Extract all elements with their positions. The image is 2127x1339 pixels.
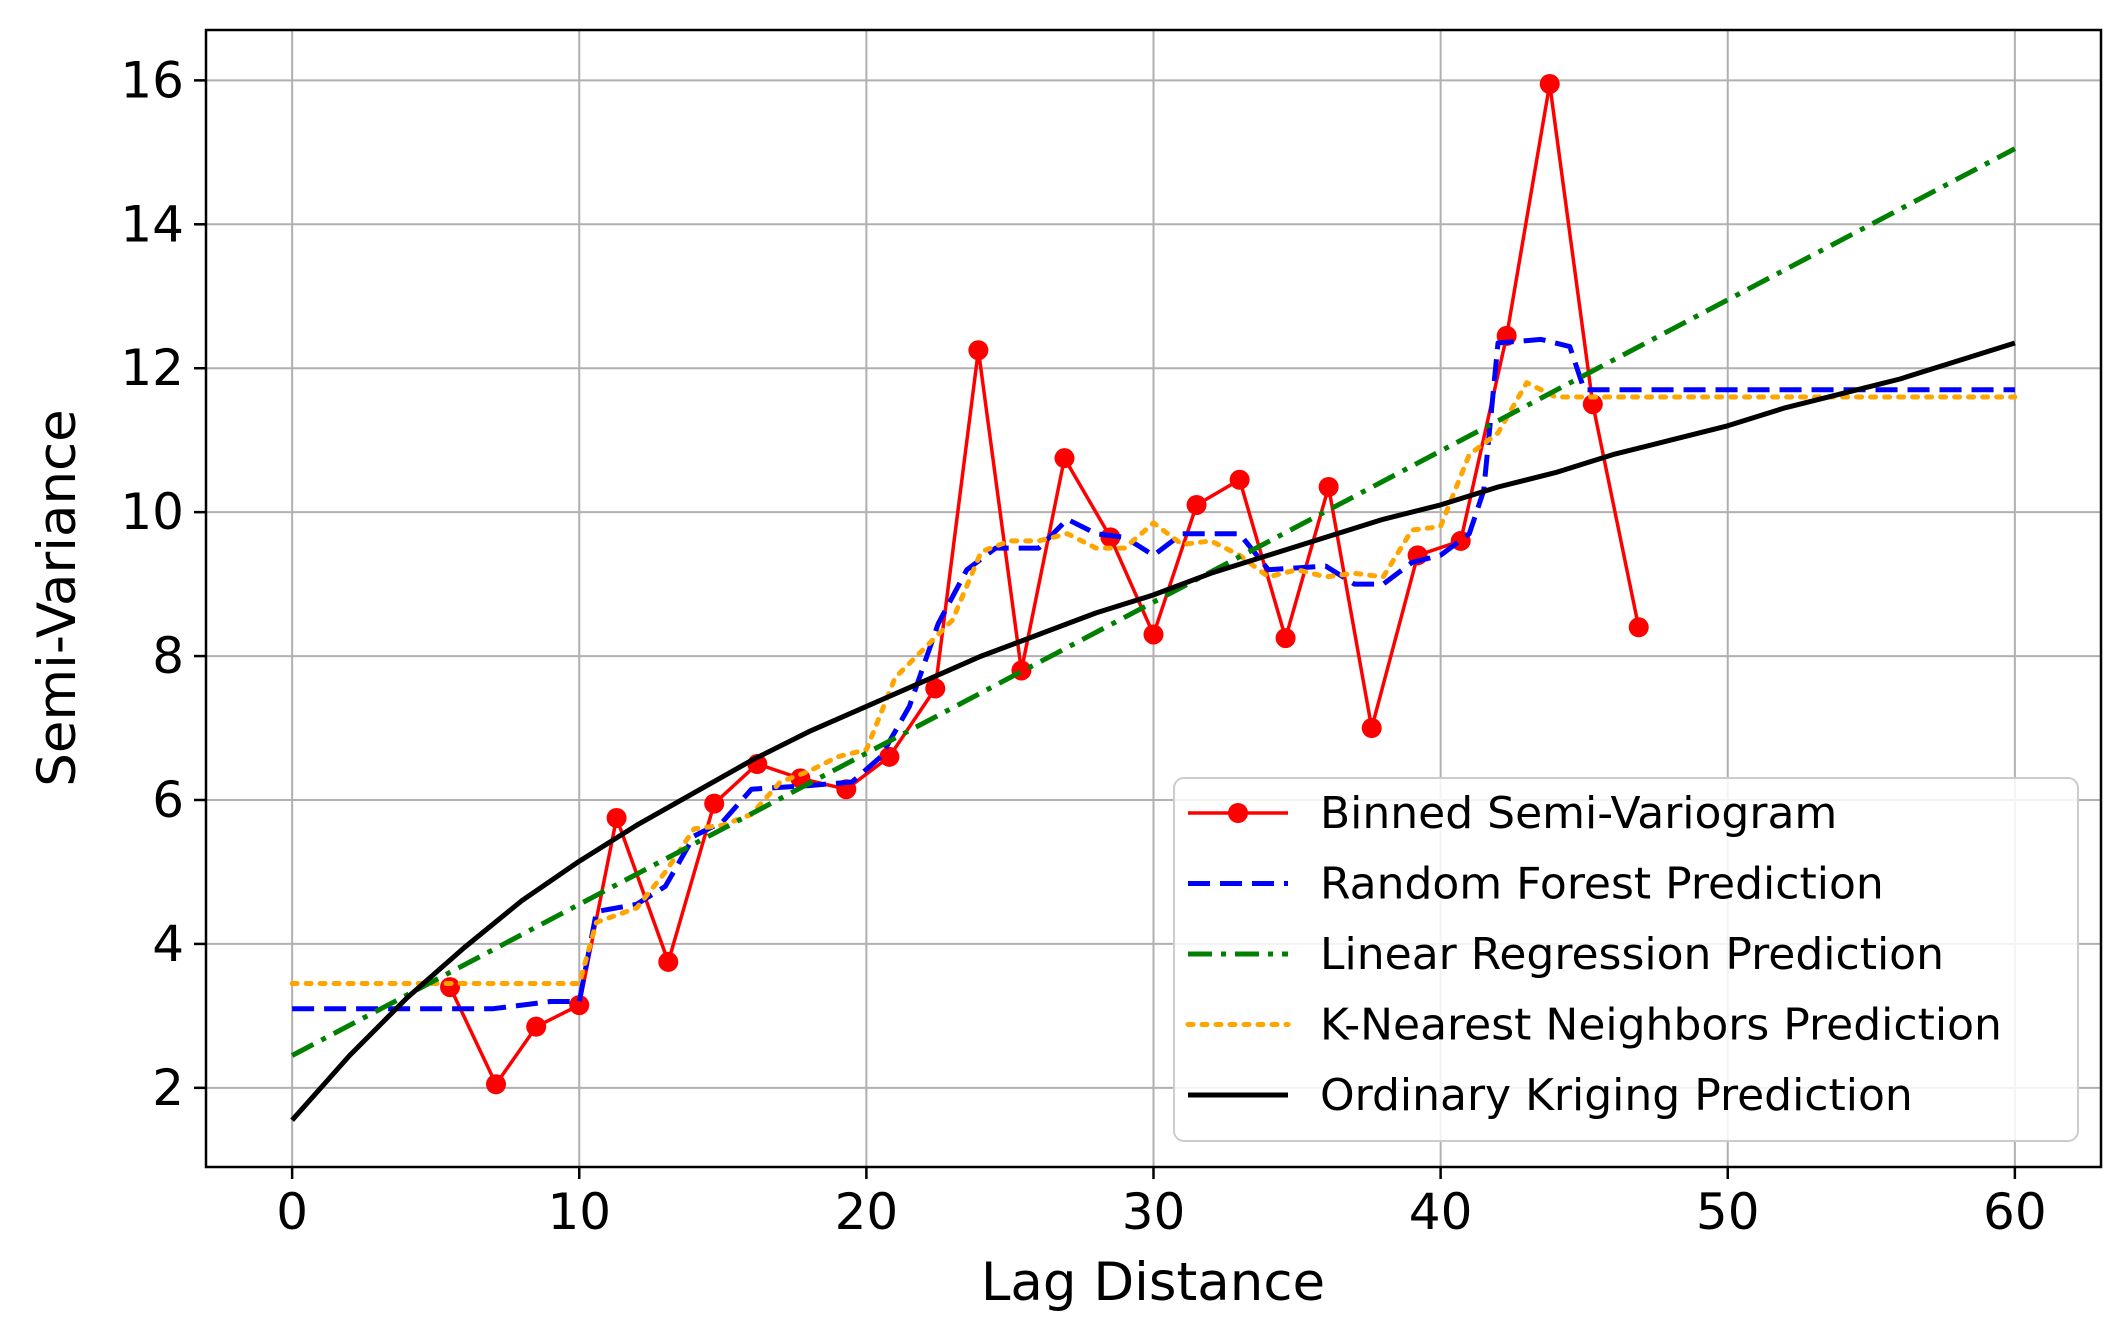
- legend: Binned Semi-Variogram Random Forest Predi…: [1173, 777, 2079, 1142]
- data-point: [485, 1074, 506, 1095]
- series-line-binned-semi-variogram: [448, 82, 1641, 1086]
- axis-ticks: 0 10 20 30 40 50 60 2 4 6 8 10 12 14 16: [120, 51, 2046, 1241]
- y-axis-label: Semi-Variance: [27, 409, 88, 787]
- data-point: [1628, 617, 1649, 638]
- y-tick-label: 6: [152, 771, 184, 829]
- legend-label: K-Nearest Neighbors Prediction: [1320, 1000, 2002, 1051]
- series-line-k-nearest-neighbors-prediction: [289, 380, 2018, 986]
- y-tick-label: 4: [152, 915, 184, 973]
- data-point: [704, 793, 725, 814]
- legend-label: Ordinary Kriging Prediction: [1320, 1070, 1913, 1121]
- y-tick-label: 14: [120, 195, 184, 253]
- data-point: [526, 1016, 547, 1037]
- legend-marker: [1228, 803, 1248, 823]
- data-point: [1582, 394, 1603, 415]
- legend-label: Linear Regression Prediction: [1320, 929, 1944, 980]
- x-tick-label: 30: [1122, 1183, 1186, 1241]
- legend-label: Random Forest Prediction: [1320, 859, 1884, 910]
- data-point: [569, 995, 590, 1016]
- data-point: [1054, 448, 1075, 469]
- data-point: [606, 807, 627, 828]
- y-tick-label: 10: [120, 483, 184, 541]
- data-point: [658, 951, 679, 972]
- data-point: [1143, 624, 1164, 645]
- data-point: [879, 746, 900, 767]
- x-tick-label: 10: [547, 1183, 611, 1241]
- y-tick-label: 12: [120, 339, 184, 397]
- data-point: [925, 678, 946, 699]
- data-point: [1186, 494, 1207, 515]
- series-line-random-forest-prediction: [292, 336, 2015, 1012]
- series-line-ordinary-kriging-prediction: [290, 340, 2016, 1122]
- data-point: [1229, 469, 1250, 490]
- data-point: [968, 340, 989, 361]
- data-point: [1539, 73, 1560, 94]
- x-tick-label: 50: [1696, 1183, 1760, 1241]
- x-tick-label: 60: [1983, 1183, 2047, 1241]
- x-tick-label: 0: [276, 1183, 308, 1241]
- data-point: [1275, 628, 1296, 649]
- legend-box: [1173, 777, 2079, 1142]
- plot-series: [289, 73, 2018, 1122]
- data-point: [1361, 718, 1382, 739]
- y-tick-label: 8: [152, 627, 184, 685]
- legend-label: Binned Semi-Variogram: [1320, 788, 1837, 839]
- x-tick-label: 20: [835, 1183, 899, 1241]
- x-axis-label: Lag Distance: [981, 1252, 1325, 1313]
- data-point: [440, 977, 461, 998]
- x-tick-label: 40: [1409, 1183, 1473, 1241]
- y-tick-label: 16: [120, 51, 184, 109]
- y-tick-label: 2: [152, 1059, 184, 1117]
- data-point: [1318, 476, 1339, 497]
- series-line-linear-regression-prediction: [290, 146, 2017, 1058]
